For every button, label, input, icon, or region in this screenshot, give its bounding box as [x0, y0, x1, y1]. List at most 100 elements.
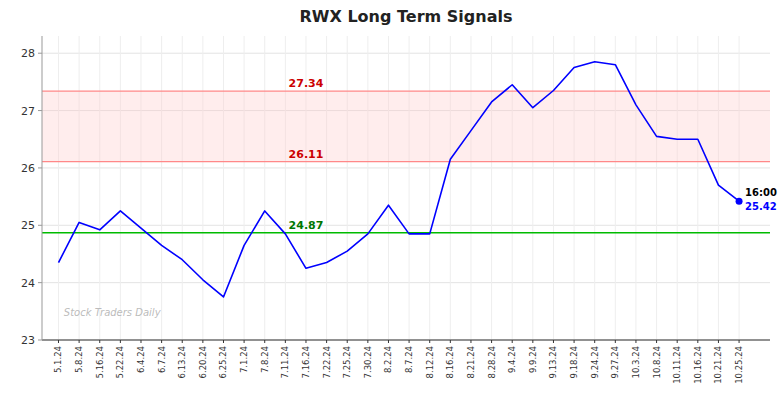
- x-tick-label: 6.25.24: [218, 346, 228, 378]
- x-tick: [305, 340, 306, 343]
- x-tick: [326, 340, 327, 343]
- x-tick-label: 6.4.24: [136, 346, 146, 373]
- x-grid-line: [264, 36, 265, 340]
- last-time-label: 16:00: [745, 187, 777, 198]
- annotations: 24.8726.1127.3416:0025.42Stock Traders D…: [64, 77, 777, 318]
- x-grid-line: [161, 36, 162, 340]
- x-grid-line: [574, 36, 575, 340]
- x-grid-line: [739, 36, 740, 340]
- last-value-label: 25.42: [745, 201, 777, 212]
- x-grid-line: [285, 36, 286, 340]
- x-grid-line: [347, 36, 348, 340]
- x-axis-line: [42, 339, 770, 340]
- x-tick-label: 9.4.24: [507, 346, 517, 373]
- watermark: Stock Traders Daily: [64, 307, 162, 318]
- x-tick: [615, 340, 616, 343]
- y-grid-line: [42, 282, 770, 283]
- x-tick-label: 7.25.24: [342, 346, 352, 378]
- price-line: [59, 62, 740, 297]
- x-tick-label: 7.30.24: [363, 346, 373, 378]
- chart: 2324252627285.1.245.8.245.16.245.22.246.…: [0, 0, 784, 398]
- last-point: [736, 198, 743, 205]
- x-tick: [739, 340, 740, 343]
- x-tick-label: 8.16.24: [445, 346, 455, 378]
- x-grid-line: [656, 36, 657, 340]
- y-grid-line: [42, 53, 770, 54]
- x-grid-line: [326, 36, 327, 340]
- x-tick-label: 10.16.24: [693, 346, 703, 384]
- x-tick-label: 6.20.24: [198, 346, 208, 378]
- x-grid-line: [470, 36, 471, 340]
- x-tick: [182, 340, 183, 343]
- x-tick: [491, 340, 492, 343]
- x-tick-label: 7.8.24: [260, 346, 270, 373]
- x-grid-line: [367, 36, 368, 340]
- x-tick-label: 10.21.24: [713, 346, 723, 384]
- x-tick-label: 8.12.24: [425, 346, 435, 378]
- x-grid-line: [79, 36, 80, 340]
- reference-line: [42, 90, 770, 91]
- x-tick: [161, 340, 162, 343]
- y-tick-label: 27: [21, 105, 35, 118]
- x-tick-label: 9.18.24: [569, 346, 579, 378]
- x-tick-label: 7.16.24: [301, 346, 311, 378]
- y-tick: [38, 225, 42, 226]
- x-tick: [697, 340, 698, 343]
- title: RWX Long Term Signals: [300, 7, 513, 26]
- x-tick: [409, 340, 410, 343]
- x-grid-line: [491, 36, 492, 340]
- x-tick-label: 6.7.24: [157, 346, 167, 373]
- x-tick-label: 5.22.24: [115, 346, 125, 378]
- x-tick-label: 8.2.24: [383, 346, 393, 373]
- x-tick: [677, 340, 678, 343]
- x-grid-line: [718, 36, 719, 340]
- x-tick: [512, 340, 513, 343]
- y-tick-label: 28: [21, 47, 35, 60]
- y-tick: [38, 167, 42, 168]
- x-grid-line: [140, 36, 141, 340]
- x-tick-label: 7.22.24: [322, 346, 332, 378]
- reference-label: 27.34: [289, 77, 324, 90]
- x-tick: [450, 340, 451, 343]
- plot-area: [42, 62, 770, 297]
- x-grid-line: [553, 36, 554, 340]
- x-tick-label: 10.3.24: [631, 346, 641, 378]
- x-tick: [79, 340, 80, 343]
- x-tick-label: 9.24.24: [590, 346, 600, 378]
- y-grid-line: [42, 340, 770, 341]
- x-tick: [244, 340, 245, 343]
- reference-line: [42, 161, 770, 162]
- x-tick-label: 5.8.24: [74, 346, 84, 373]
- x-tick-label: 10.25.24: [734, 346, 744, 384]
- axes: 2324252627285.1.245.8.245.16.245.22.246.…: [21, 36, 770, 384]
- x-tick: [718, 340, 719, 343]
- y-grid-line: [42, 167, 770, 168]
- x-tick-label: 5.1.24: [53, 346, 63, 373]
- x-tick: [594, 340, 595, 343]
- x-tick: [635, 340, 636, 343]
- x-tick-label: 8.21.24: [466, 346, 476, 378]
- x-tick: [429, 340, 430, 343]
- x-tick: [120, 340, 121, 343]
- grid: [42, 36, 770, 340]
- x-tick-label: 8.28.24: [487, 346, 497, 378]
- reference-label: 26.11: [289, 148, 324, 161]
- y-tick-label: 24: [21, 277, 35, 290]
- y-grid-line: [42, 225, 770, 226]
- x-grid-line: [99, 36, 100, 340]
- reference-line: [42, 232, 770, 233]
- band: [42, 91, 770, 162]
- x-tick: [223, 340, 224, 343]
- x-tick-label: 6.13.24: [177, 346, 187, 378]
- x-tick-label: 7.11.24: [280, 346, 290, 378]
- x-tick: [388, 340, 389, 343]
- x-grid-line: [635, 36, 636, 340]
- x-grid-line: [202, 36, 203, 340]
- y-tick-label: 23: [21, 334, 35, 347]
- x-tick-label: 9.13.24: [548, 346, 558, 378]
- x-tick: [99, 340, 100, 343]
- x-grid-line: [615, 36, 616, 340]
- y-tick-label: 26: [21, 162, 35, 175]
- x-grid-line: [120, 36, 121, 340]
- x-tick: [367, 340, 368, 343]
